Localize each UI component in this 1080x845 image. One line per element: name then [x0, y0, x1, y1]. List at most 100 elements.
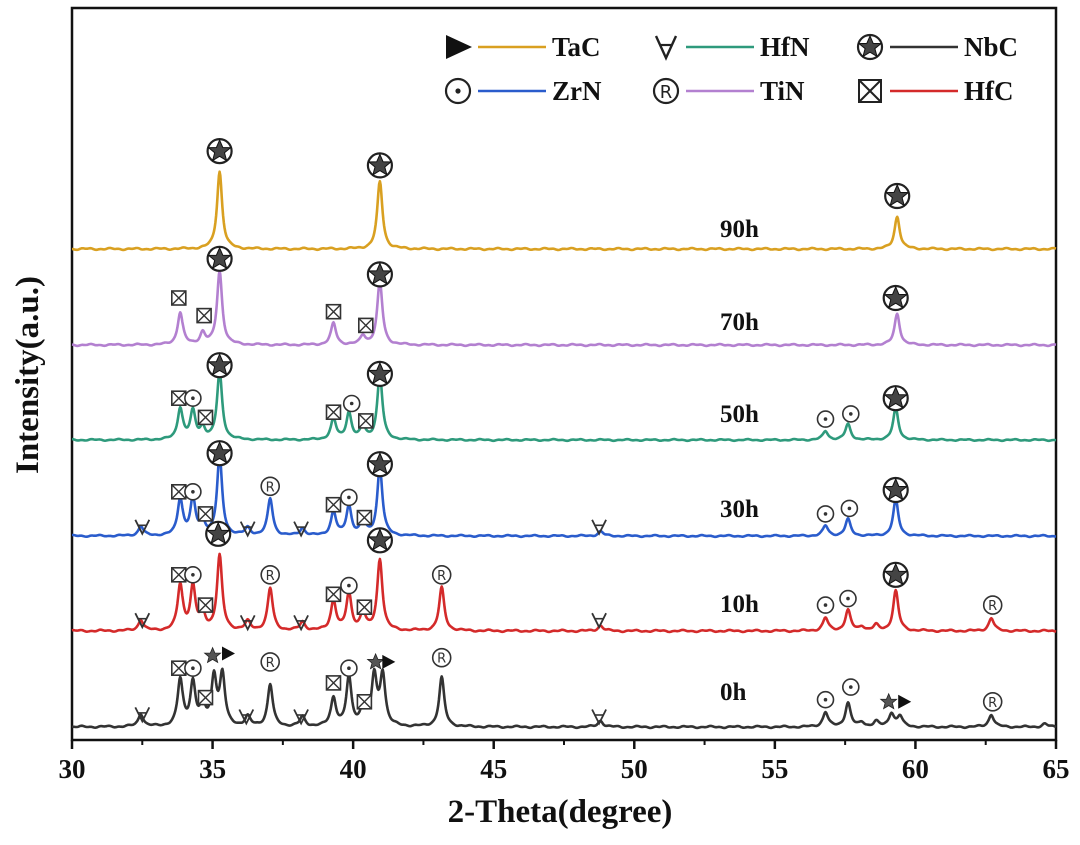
phase-marker-circled-star-50h-10 [882, 385, 909, 412]
phase-marker-circled-star-30h-4 [206, 440, 233, 467]
phase-marker-circled-dot-30h-9 [340, 488, 358, 507]
phase-marker-circled-dot-10h-15 [839, 589, 857, 608]
series-line-10h [71, 552, 1057, 634]
legend-symbol-HfC [858, 79, 882, 103]
phase-marker-circled-star-10h-16 [882, 561, 909, 588]
phase-marker-boxed-x-70h-1 [196, 307, 212, 324]
series-label-30h: 30h [720, 496, 759, 523]
phase-marker-boxed-x-0h-11 [356, 693, 373, 710]
x-tick-label-60: 60 [902, 754, 929, 784]
phase-marker-circled-r-0h-6 [260, 652, 281, 672]
series-line-90h [71, 170, 1057, 252]
series-line-50h [71, 369, 1057, 443]
series-label-10h: 10h [720, 591, 759, 618]
y-axis-title: Intensity(a.u.) [10, 276, 46, 474]
phase-marker-circled-dot-0h-16 [816, 690, 835, 709]
marker-layer [134, 138, 1003, 725]
legend-symbol-NbC [856, 33, 884, 61]
phase-marker-circled-star-50h-3 [206, 352, 233, 379]
phase-marker-circled-dot-30h-2 [184, 482, 202, 501]
phase-marker-boxed-x-30h-10 [356, 509, 373, 526]
legend-symbol-HfN [654, 34, 678, 60]
phase-marker-circled-dot-50h-1 [184, 389, 202, 408]
phase-marker-boxed-x-50h-4 [325, 404, 342, 421]
phase-marker-boxed-x-50h-2 [197, 409, 214, 426]
x-tick-label-65: 65 [1043, 754, 1070, 784]
phase-marker-circled-dot-0h-17 [841, 678, 860, 696]
phase-marker-boxed-x-0h-3 [197, 689, 214, 706]
x-tick-label-35: 35 [199, 754, 226, 784]
legend-label-NbC: NbC [964, 32, 1018, 62]
legend-symbol-ZrN [444, 77, 472, 105]
phase-marker-boxed-x-0h-1 [171, 660, 187, 677]
phase-marker-circled-star-90h-1 [366, 152, 393, 179]
phase-marker-boxed-x-50h-6 [357, 413, 374, 429]
series-layer [71, 170, 1057, 730]
series-label-0h: 0h [720, 679, 747, 706]
phase-marker-circled-star-90h-2 [884, 182, 911, 210]
legend-label-HfC: HfC [964, 76, 1014, 106]
series-line-0h [71, 667, 1057, 730]
legend-label-TaC: TaC [552, 32, 601, 62]
series-label-90h: 90h [720, 216, 759, 243]
legend-label-TiN: TiN [760, 76, 805, 106]
phase-marker-small-star-0h-4 [204, 647, 222, 663]
phase-marker-circled-star-70h-6 [882, 284, 909, 312]
legend-label-HfN: HfN [760, 32, 810, 62]
series-line-30h [71, 453, 1057, 539]
phase-marker-small-star-0h-12 [367, 653, 385, 670]
phase-marker-filled-triangle-0h-19 [898, 694, 912, 709]
phase-marker-circled-star-50h-7 [366, 360, 393, 387]
x-tick-label-45: 45 [480, 754, 507, 784]
phase-marker-circled-dot-10h-14 [816, 596, 835, 614]
legend-symbol-TaC [446, 35, 472, 59]
phase-marker-circled-dot-50h-8 [816, 410, 835, 428]
phase-marker-filled-triangle-0h-13 [382, 654, 396, 669]
phase-marker-circled-r-0h-20 [982, 691, 1003, 712]
phase-marker-circled-r-30h-5 [260, 476, 281, 497]
phase-marker-circled-star-70h-5 [366, 261, 393, 288]
phase-marker-circled-dot-0h-2 [184, 659, 202, 678]
phase-marker-boxed-x-70h-4 [357, 317, 374, 334]
phase-marker-boxed-x-10h-10 [356, 599, 373, 616]
phase-marker-circled-r-10h-5 [260, 564, 281, 585]
phase-marker-circled-dot-30h-14 [840, 499, 859, 518]
legend-symbol-TiN [652, 77, 680, 105]
x-tick-label-50: 50 [621, 754, 648, 784]
phase-marker-circled-dot-0h-10 [340, 659, 358, 678]
legend-label-ZrN: ZrN [552, 76, 602, 106]
phase-marker-boxed-x-70h-0 [171, 290, 187, 306]
phase-marker-circled-star-10h-11 [366, 527, 393, 554]
x-tick-label-55: 55 [761, 754, 788, 784]
series-line-70h [71, 269, 1057, 348]
phase-marker-circled-dot-10h-2 [184, 565, 202, 584]
phase-marker-boxed-x-50h-0 [171, 390, 187, 407]
phase-marker-boxed-x-30h-1 [171, 483, 187, 500]
series-label-70h: 70h [720, 309, 759, 336]
phase-marker-circled-r-0h-14 [431, 647, 452, 668]
phase-marker-circled-star-70h-2 [206, 245, 233, 272]
x-tick-label-40: 40 [340, 754, 367, 784]
phase-marker-circled-star-90h-0 [206, 138, 233, 165]
phase-marker-circled-r-10h-12 [431, 564, 452, 585]
phase-marker-boxed-x-10h-3 [197, 597, 214, 613]
phase-marker-circled-dot-50h-9 [841, 405, 860, 423]
legend: TaC HfN NbC ZrN TiN HfC [444, 32, 1018, 106]
phase-marker-boxed-x-0h-9 [325, 675, 342, 691]
phase-marker-boxed-x-30h-8 [325, 496, 342, 513]
phase-marker-circled-dot-30h-13 [816, 505, 835, 523]
phase-marker-small-star-0h-18 [880, 693, 898, 709]
phase-marker-boxed-x-10h-1 [171, 566, 187, 583]
phase-marker-circled-r-10h-17 [982, 595, 1003, 615]
phase-marker-boxed-x-10h-8 [325, 586, 342, 603]
phase-marker-filled-triangle-0h-5 [222, 646, 235, 661]
series-label-50h: 50h [720, 401, 759, 428]
x-tick-label-30: 30 [59, 754, 86, 784]
phase-marker-circled-dot-10h-9 [340, 576, 358, 595]
phase-marker-circled-star-10h-4 [205, 520, 232, 547]
series-label-layer: 0h 10h 30h 50h 70h 90h [720, 216, 759, 706]
phase-marker-circled-star-30h-15 [882, 476, 909, 504]
phase-marker-boxed-x-30h-3 [197, 506, 214, 522]
x-axis-title: 2-Theta(degree) [448, 794, 673, 830]
